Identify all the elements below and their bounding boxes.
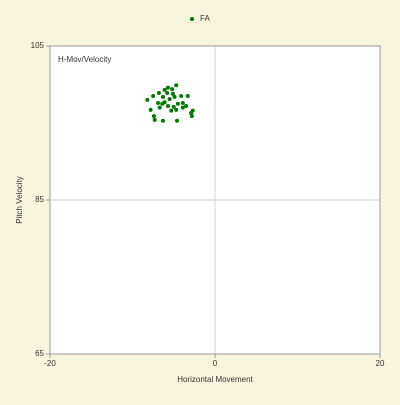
point xyxy=(172,94,177,99)
point xyxy=(185,94,190,99)
point xyxy=(190,108,195,113)
point xyxy=(174,83,179,88)
point xyxy=(152,117,157,122)
annotation: H-Mov/Velocity xyxy=(58,55,111,64)
point xyxy=(180,105,185,110)
y-tick-label: 105 xyxy=(31,41,45,50)
point xyxy=(175,101,180,106)
point xyxy=(180,100,185,105)
point xyxy=(148,107,153,112)
point xyxy=(165,85,170,90)
point xyxy=(161,118,166,123)
point xyxy=(170,91,175,96)
point xyxy=(175,118,180,123)
point xyxy=(160,101,165,106)
point xyxy=(161,94,166,99)
y-axis-label: Pitch Velocity xyxy=(15,176,24,224)
point xyxy=(145,97,150,102)
point xyxy=(171,104,176,109)
point xyxy=(156,100,161,105)
legend-marker xyxy=(190,17,194,21)
point xyxy=(162,87,167,92)
point xyxy=(184,104,189,109)
point xyxy=(151,94,156,99)
x-tick-label: 20 xyxy=(376,359,385,368)
point xyxy=(179,94,184,99)
point xyxy=(169,108,174,113)
point xyxy=(167,97,172,102)
point xyxy=(157,105,162,110)
point xyxy=(170,87,175,92)
point xyxy=(156,90,161,95)
x-tick-label: 0 xyxy=(213,359,218,368)
point xyxy=(165,104,170,109)
x-tick-label: -20 xyxy=(44,359,56,368)
plot-border xyxy=(49,45,381,355)
legend-label: FA xyxy=(200,14,210,23)
point xyxy=(165,90,170,95)
point xyxy=(189,114,194,119)
y-tick-label: 85 xyxy=(35,195,44,204)
x-axis-label: Horizontal Movement xyxy=(177,375,253,384)
point xyxy=(151,114,156,119)
y-tick-label: 65 xyxy=(35,349,44,358)
point xyxy=(174,107,179,112)
